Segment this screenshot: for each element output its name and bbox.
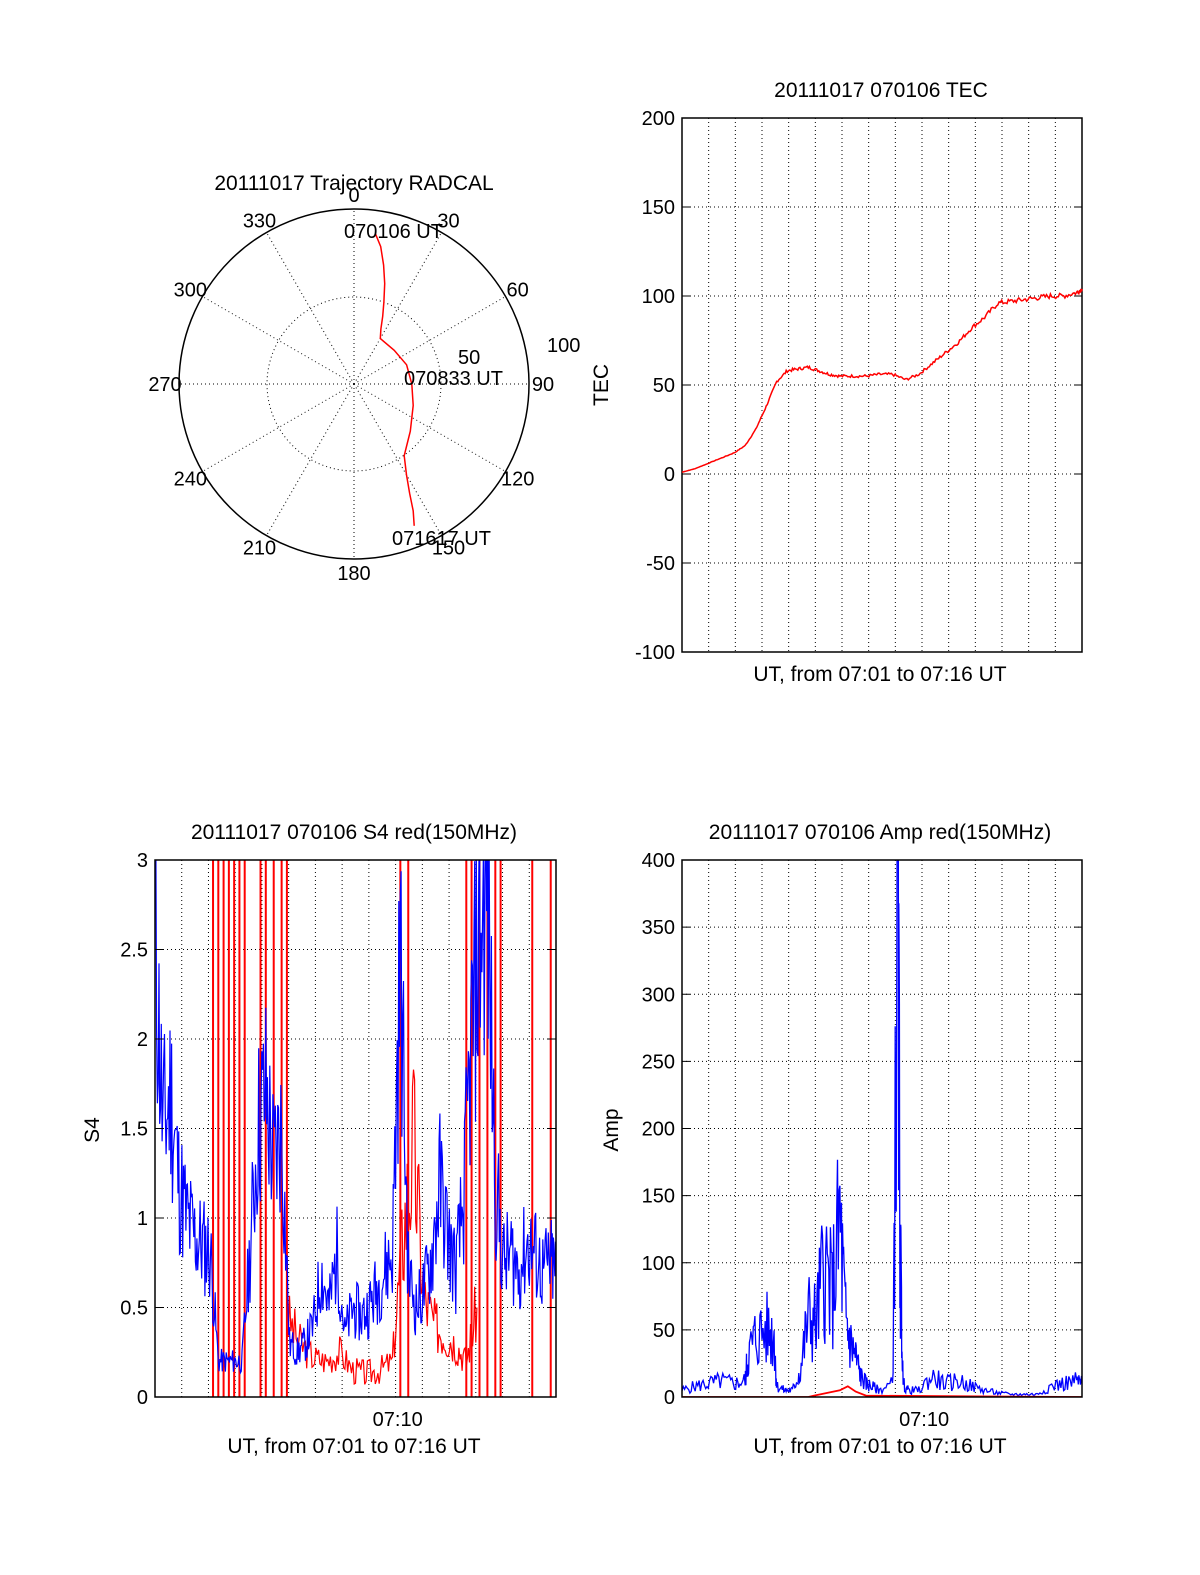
s4-blue-series-line <box>155 860 556 1375</box>
y-tick-label: 2.5 <box>120 940 148 962</box>
polar-radius-label-50: 50 <box>458 347 480 369</box>
polar-grid-spoke <box>353 383 442 536</box>
polar-grid-spoke <box>353 383 506 472</box>
tec-series-line <box>681 288 1083 473</box>
s4-red-series-line <box>286 1069 478 1385</box>
amp-panel: 20111017 070106 Amp red(150MHz) 400 350 30… <box>600 821 1083 1458</box>
s4-grid <box>155 860 556 1397</box>
amp-x-axis-label: UT, from 07:01 to 07:16 UT <box>753 1435 1006 1458</box>
y-tick-label: -50 <box>646 553 675 575</box>
y-tick-label: 100 <box>642 1253 675 1275</box>
y-tick-label: 200 <box>642 1119 675 1141</box>
s4-x-axis-label: UT, from 07:01 to 07:16 UT <box>227 1435 480 1458</box>
trajectory-start-label: 070106 UT <box>344 221 443 243</box>
amp-title: 20111017 070106 Amp red(150MHz) <box>709 821 1051 844</box>
y-tick-label: 400 <box>642 850 675 872</box>
y-tick-label: 0.5 <box>120 1298 148 1320</box>
s4-y-axis-label: S4 <box>81 1117 104 1143</box>
amp-y-axis-label: Amp <box>600 1108 623 1151</box>
polar-radius-label-100: 100 <box>547 335 580 357</box>
s4-panel: 20111017 070106 S4 red(150MHz) 3 2.5 2 1.5 1… <box>81 821 557 1458</box>
tec-title: 20111017 070106 TEC <box>774 79 988 102</box>
polar-angle-label: 30 <box>437 210 459 232</box>
trajectory-mid-label: 070833 UT <box>404 368 503 390</box>
tec-y-ticks: 200 150 100 50 0 -50 -100 <box>635 108 1082 664</box>
y-tick-label: 350 <box>642 917 675 939</box>
y-tick-label: -100 <box>635 642 675 664</box>
s4-red-spikes <box>212 860 552 1397</box>
polar-title: 20111017 Trajectory RADCAL <box>214 172 493 195</box>
y-tick-label: 150 <box>642 1186 675 1208</box>
y-tick-label: 150 <box>642 197 675 219</box>
s4-y-ticks: 3 2.5 2 1.5 1 0.5 0 <box>120 850 556 1409</box>
s4-title: 20111017 070106 S4 red(150MHz) <box>191 821 517 844</box>
polar-angle-label: 0 <box>348 185 359 207</box>
polar-angle-label: 240 <box>174 469 207 491</box>
y-tick-label: 0 <box>137 1387 148 1409</box>
trajectory-end-label: 071617 UT <box>392 528 491 550</box>
amp-blue-series-line <box>682 860 1082 1397</box>
y-tick-label: 1 <box>137 1208 148 1230</box>
polar-angle-label: 210 <box>243 538 276 560</box>
polar-angle-label: 330 <box>243 210 276 232</box>
y-tick-label: 2 <box>137 1029 148 1051</box>
polar-grid-spoke <box>202 296 355 385</box>
y-tick-label: 200 <box>642 108 675 130</box>
y-tick-label: 3 <box>137 850 148 872</box>
polar-grid-spoke <box>202 383 355 472</box>
polar-angle-label: 150 <box>432 538 465 560</box>
amp-x-tick-label: 07:10 <box>899 1409 949 1431</box>
y-tick-label: 250 <box>642 1051 675 1073</box>
polar-angle-label: 270 <box>148 374 181 396</box>
polar-grid-spoke <box>353 232 442 385</box>
polar-angle-labels: 0 30 60 90 120 150 180 210 240 270 300 330 <box>148 185 554 585</box>
polar-grid-spoke <box>266 383 355 536</box>
polar-angle-label: 300 <box>174 280 207 302</box>
polar-outer-ring <box>178 208 530 560</box>
y-tick-label: 300 <box>642 984 675 1006</box>
tec-y-axis-label: TEC <box>590 364 613 406</box>
y-tick-label: 0 <box>664 1387 675 1409</box>
y-tick-label: 100 <box>642 286 675 308</box>
polar-angle-label: 120 <box>501 469 534 491</box>
tec-grid <box>682 118 1082 652</box>
amp-grid <box>682 860 1082 1397</box>
polar-angle-label: 180 <box>337 563 370 585</box>
polar-grid-ring <box>266 296 442 472</box>
polar-trajectory-line <box>374 232 415 526</box>
y-tick-label: 50 <box>653 375 675 397</box>
polar-grid-spoke <box>266 232 355 385</box>
tec-panel: 20111017 070106 TEC 200150100500-50-100 … <box>590 79 1083 686</box>
s4-x-tick-label: 07:10 <box>373 1409 423 1431</box>
y-tick-label: 1.5 <box>120 1119 148 1141</box>
polar-angle-label: 60 <box>507 280 529 302</box>
y-tick-label: 0 <box>664 464 675 486</box>
amp-y-ticks: 400 350 300 250 200 150 100 50 0 <box>642 850 1082 1409</box>
polar-grid <box>179 209 529 559</box>
polar-panel: 20111017 Trajectory RADCAL 0 30 60 90 120 150… <box>148 172 580 585</box>
tec-x-axis-label: UT, from 07:01 to 07:16 UT <box>753 663 1006 686</box>
polar-angle-label: 90 <box>532 374 554 396</box>
y-tick-label: 50 <box>653 1320 675 1342</box>
